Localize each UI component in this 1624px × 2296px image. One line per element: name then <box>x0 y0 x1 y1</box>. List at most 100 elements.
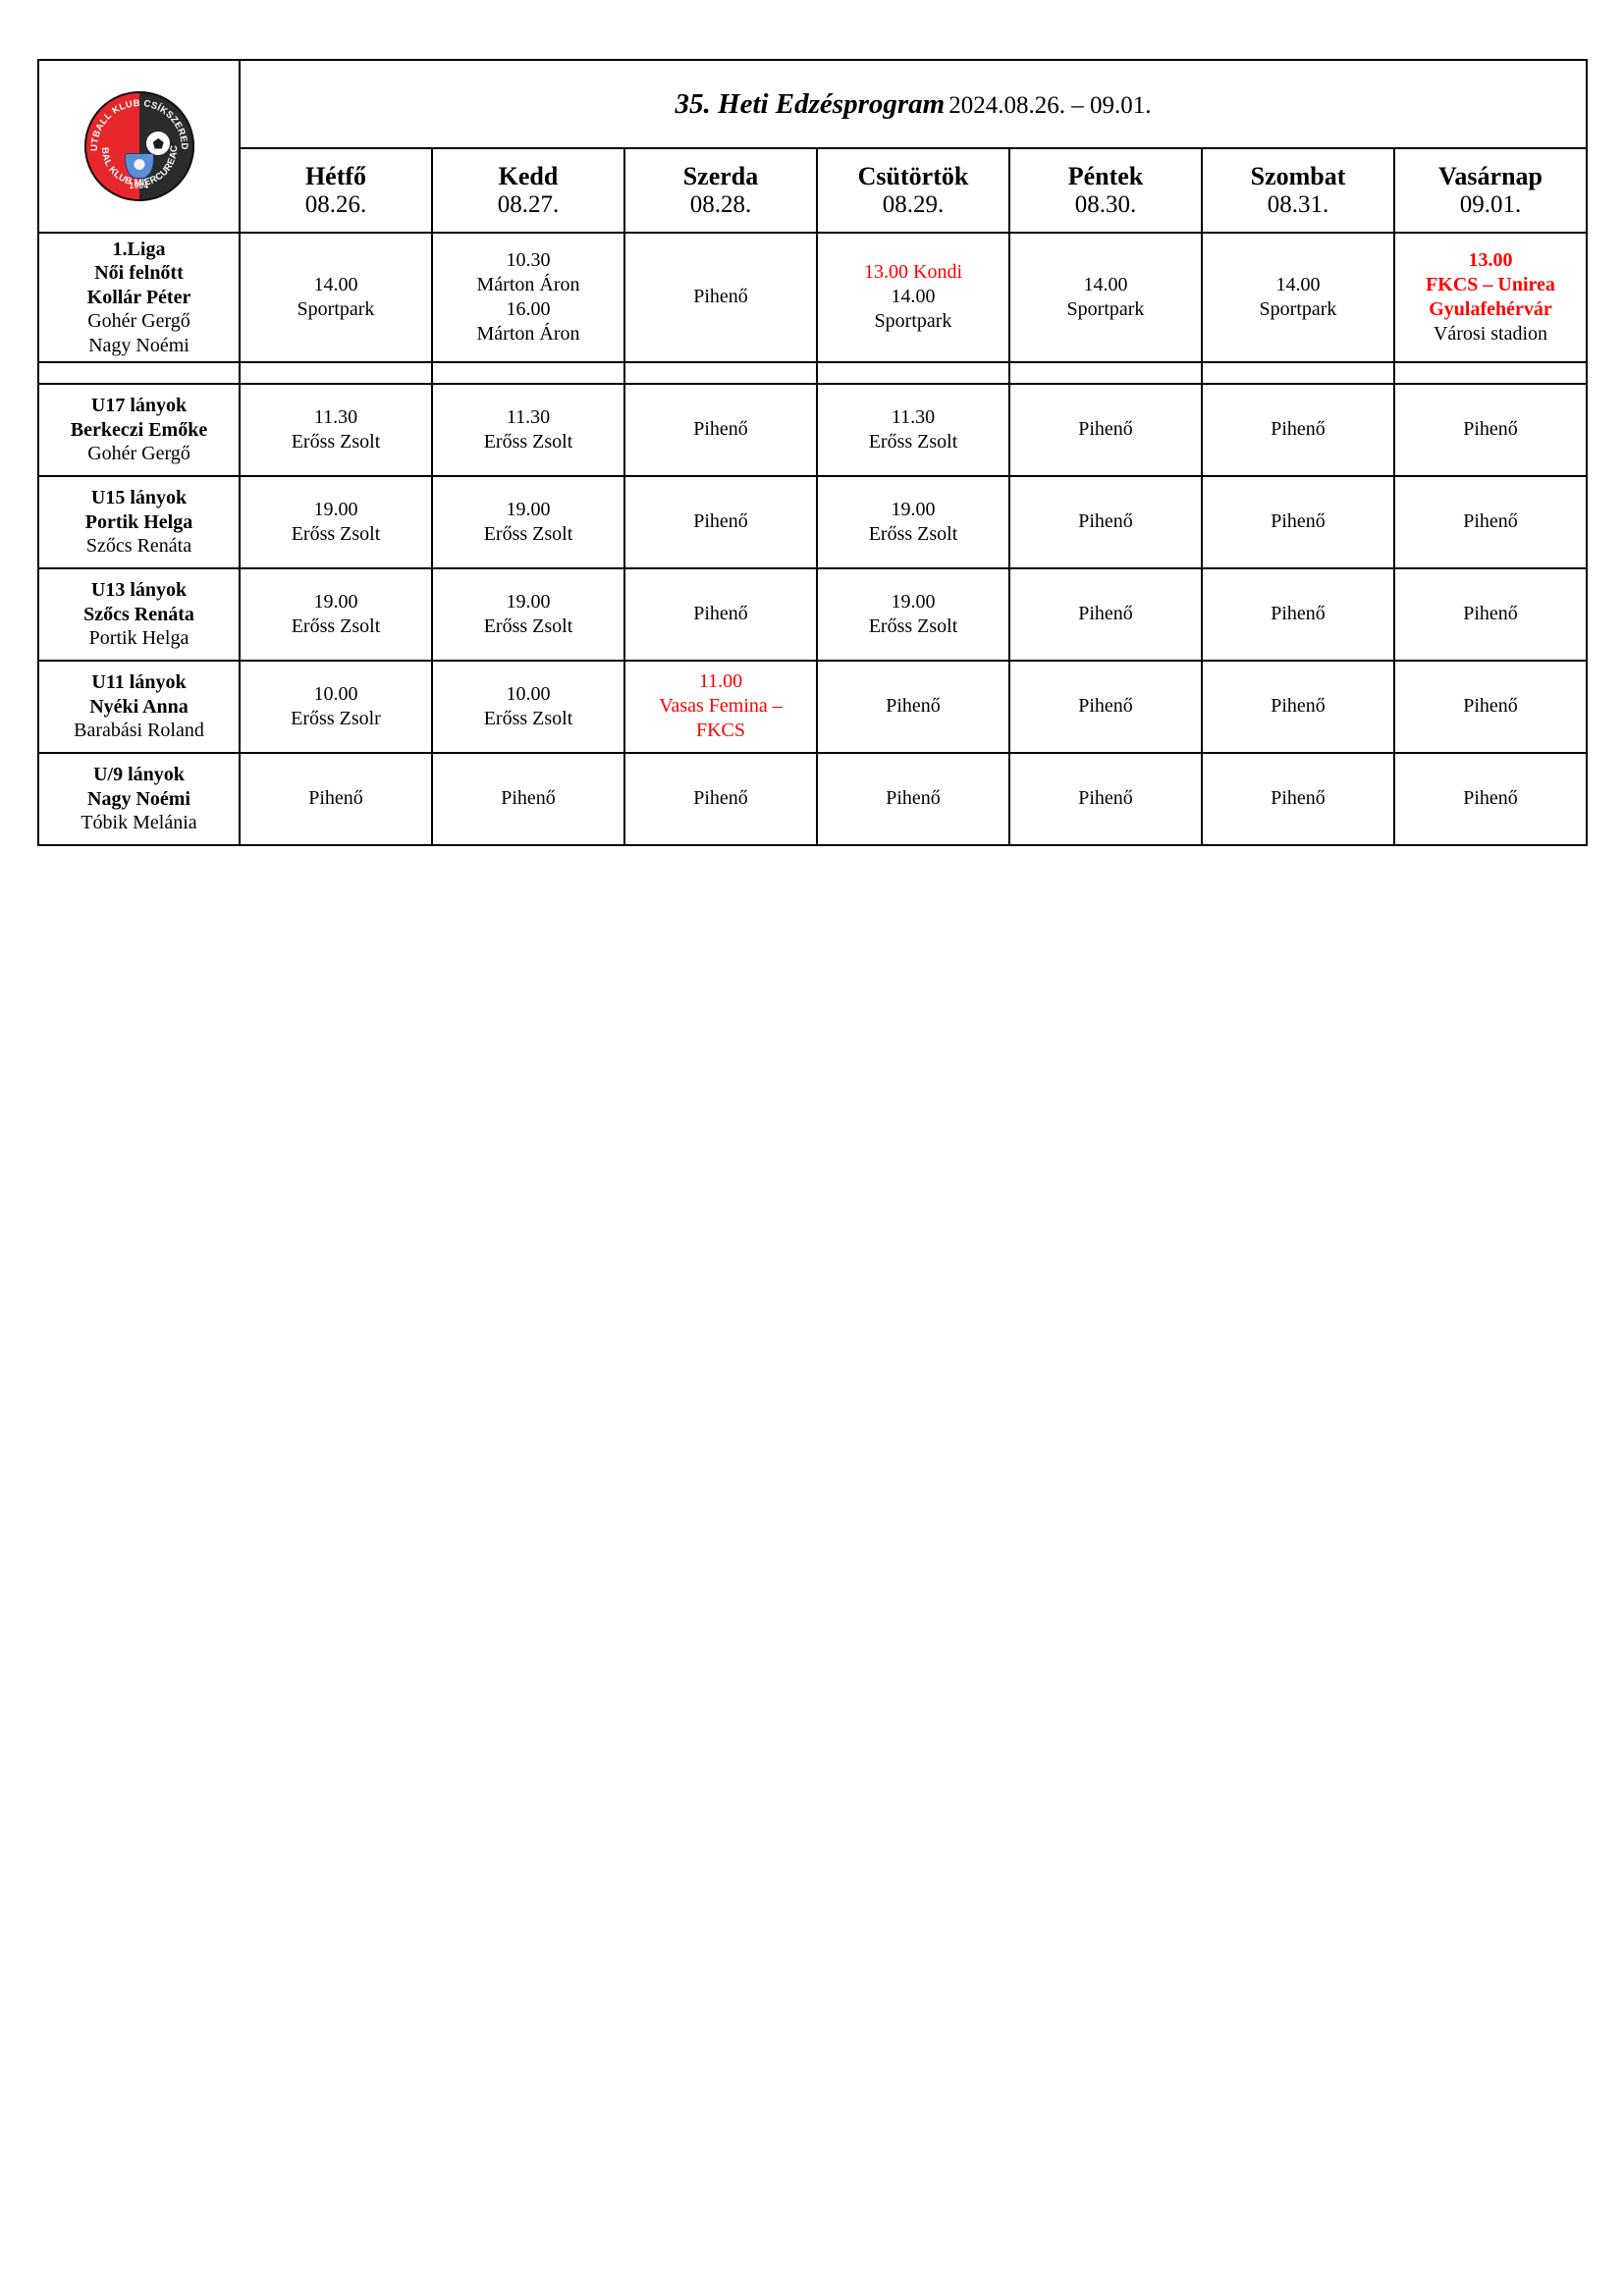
day-name-sunday: Vasárnap <box>1438 161 1543 190</box>
schedule-entry-line: 10.00 <box>506 682 551 705</box>
schedule-entry-line: Pihenő <box>1271 787 1326 810</box>
day-date-wednesday: 08.28. <box>689 190 752 218</box>
day-date-thursday: 08.29. <box>882 190 945 218</box>
schedule-cell-thursday: Pihenő <box>816 751 1010 846</box>
team-group-cell: U17 lányok Berkeczi Emőke Gohér Gergő <box>37 382 241 477</box>
team-group-staff-line: Portik Helga <box>88 627 189 650</box>
schedule-entry-line: Pihenő <box>1078 603 1133 625</box>
day-header-tuesday: Kedd 08.27. <box>431 147 625 234</box>
schedule-entry-line: Pihenő <box>1271 418 1326 441</box>
section-spacer-row <box>37 360 1589 385</box>
day-header-friday: Péntek 08.30. <box>1008 147 1203 234</box>
schedule-cell-sunday: 13.00 FKCS – Unirea Gyulafehérvár Városi st… <box>1392 232 1589 363</box>
team-group-staff-line: Gohér Gergő <box>87 310 190 333</box>
team-group-title-line: Női felnőtt <box>94 262 184 285</box>
schedule-cell-monday: 19.00 Erőss Zsolt <box>239 474 433 569</box>
schedule-cell-friday: Pihenő <box>1008 382 1203 477</box>
schedule-entry-line: 14.00 <box>1275 273 1321 295</box>
schedule-cell-wednesday: Pihenő <box>623 474 818 569</box>
team-group-title-line: 1.Liga <box>112 239 166 260</box>
team-group-staff-line: Nagy Noémi <box>88 334 189 356</box>
team-group-title-line: Szőcs Renáta <box>83 603 194 625</box>
schedule-entry-line: Erőss Zsolt <box>483 707 573 729</box>
table-row: U/9 lányok Nagy Noémi Tóbik Melánia Pihenő P… <box>37 751 1589 846</box>
schedule-entry-line: Pihenő <box>693 418 748 441</box>
day-name-thursday: Csütörtök <box>857 161 969 190</box>
schedule-entry-line: Pihenő <box>308 787 363 810</box>
schedule-cell-friday: Pihenő <box>1008 474 1203 569</box>
schedule-entry-line: Márton Áron <box>476 322 580 345</box>
day-date-saturday: 08.31. <box>1267 190 1329 218</box>
schedule-entry-line: Erőss Zsolt <box>483 430 573 453</box>
day-date-monday: 08.26. <box>304 190 367 218</box>
schedule-cell-thursday: 11.30 Erőss Zsolt <box>816 382 1010 477</box>
schedule-entry-line: Erőss Zsolt <box>868 430 958 453</box>
schedule-entry-line: Sportpark <box>1066 297 1145 320</box>
schedule-entry-line: Pihenő <box>693 603 748 625</box>
schedule-cell-monday: 10.00 Erőss Zsolr <box>239 659 433 754</box>
team-group-staff-line: Barabási Roland <box>74 720 204 742</box>
day-name-tuesday: Kedd <box>498 161 559 190</box>
schedule-cell-saturday: Pihenő <box>1201 659 1395 754</box>
schedule-entry-line: 11.30 <box>313 405 358 428</box>
schedule-cell-monday: 14.00 Sportpark <box>239 232 433 363</box>
schedule-entry-line: 10.00 <box>313 682 358 705</box>
day-name-friday: Péntek <box>1067 161 1144 190</box>
schedule-cell-friday: 14.00 Sportpark <box>1008 232 1203 363</box>
schedule-cell-sunday: Pihenő <box>1392 382 1589 477</box>
header-title-row: FUTBALL KLUB CSÍKSZEREDA FOTBAL KLUB MIE… <box>37 59 1589 234</box>
schedule-cell-thursday: 13.00 Kondi 14.00 Sportpark <box>816 232 1010 363</box>
team-group-title-line: Nyéki Anna <box>89 695 189 718</box>
schedule-entry-line: Márton Áron <box>476 273 580 295</box>
team-group-cell: 1.Liga Női felnőtt Kollár Péter Gohér Gergő… <box>37 232 241 363</box>
schedule-cell-monday: Pihenő <box>239 751 433 846</box>
schedule-entry-line: Sportpark <box>874 310 952 333</box>
table-row: U17 lányok Berkeczi Emőke Gohér Gergő 11.30… <box>37 382 1589 477</box>
schedule-entry-line: Pihenő <box>1078 695 1133 718</box>
club-crest-icon: FUTBALL KLUB CSÍKSZEREDA FOTBAL KLUB MIE… <box>83 91 194 201</box>
day-date-sunday: 09.01. <box>1459 190 1522 218</box>
schedule-cell-tuesday: 11.30 Erőss Zsolt <box>431 382 625 477</box>
team-group-title-line: U15 lányok <box>90 487 188 509</box>
schedule-entry-line: Erőss Zsolt <box>291 522 381 545</box>
schedule-cell-saturday: Pihenő <box>1201 382 1395 477</box>
schedule-entry-line: 19.00 <box>891 590 936 613</box>
schedule-entry-line: 11.00 <box>698 670 743 693</box>
section-spacer-cell <box>431 360 625 385</box>
schedule-cell-tuesday: 10.30 Márton Áron 16.00 Márton Áron <box>431 232 625 363</box>
schedule-entry-line: Pihenő <box>693 787 748 810</box>
schedule-cell-sunday: Pihenő <box>1392 474 1589 569</box>
schedule-entry-line: Erőss Zsolt <box>483 522 573 545</box>
team-group-cell: U13 lányok Szőcs Renáta Portik Helga <box>37 566 241 662</box>
day-header-monday: Hétfő 08.26. <box>239 147 433 234</box>
schedule-entry-line: Pihenő <box>1078 787 1133 810</box>
schedule-entry-line: 13.00 <box>1468 248 1513 271</box>
schedule-entry-line: 16.00 <box>506 297 551 320</box>
schedule-entry-line: 19.00 <box>891 498 936 520</box>
day-name-saturday: Szombat <box>1250 161 1346 190</box>
schedule-entry-line: Pihenő <box>1463 695 1518 718</box>
day-name-wednesday: Szerda <box>682 161 759 190</box>
section-spacer-cell <box>623 360 818 385</box>
page-title-main: 35. Heti Edzésprogram <box>675 87 946 120</box>
schedule-cell-sunday: Pihenő <box>1392 659 1589 754</box>
schedule-cell-friday: Pihenő <box>1008 751 1203 846</box>
team-group-title-line: U13 lányok <box>90 579 188 602</box>
schedule-cell-tuesday: Pihenő <box>431 751 625 846</box>
schedule-cell-thursday: 19.00 Erőss Zsolt <box>816 474 1010 569</box>
team-group-staff-line: Tóbik Melánia <box>81 812 197 834</box>
schedule-cell-wednesday: Pihenő <box>623 751 818 846</box>
schedule-entry-line: Vasas Femina – <box>659 695 783 718</box>
team-group-title-line: Kollár Péter <box>86 286 191 308</box>
day-date-friday: 08.30. <box>1074 190 1137 218</box>
schedule-entry-line: Sportpark <box>1259 297 1337 320</box>
team-group-title-line: Nagy Noémi <box>87 787 190 810</box>
team-group-title-line: U17 lányok <box>90 395 188 417</box>
table-row: U15 lányok Portik Helga Szőcs Renáta 19.00 E… <box>37 474 1589 569</box>
day-header-thursday: Csütörtök 08.29. <box>816 147 1010 234</box>
table-row: 1.Liga Női felnőtt Kollár Péter Gohér Gergő… <box>37 232 1589 363</box>
team-group-title-line: U11 lányok <box>91 671 187 694</box>
schedule-entry-line: 19.00 <box>313 590 358 613</box>
schedule-entry-line: Erőss Zsolt <box>868 614 958 637</box>
crest-rim <box>83 91 194 201</box>
